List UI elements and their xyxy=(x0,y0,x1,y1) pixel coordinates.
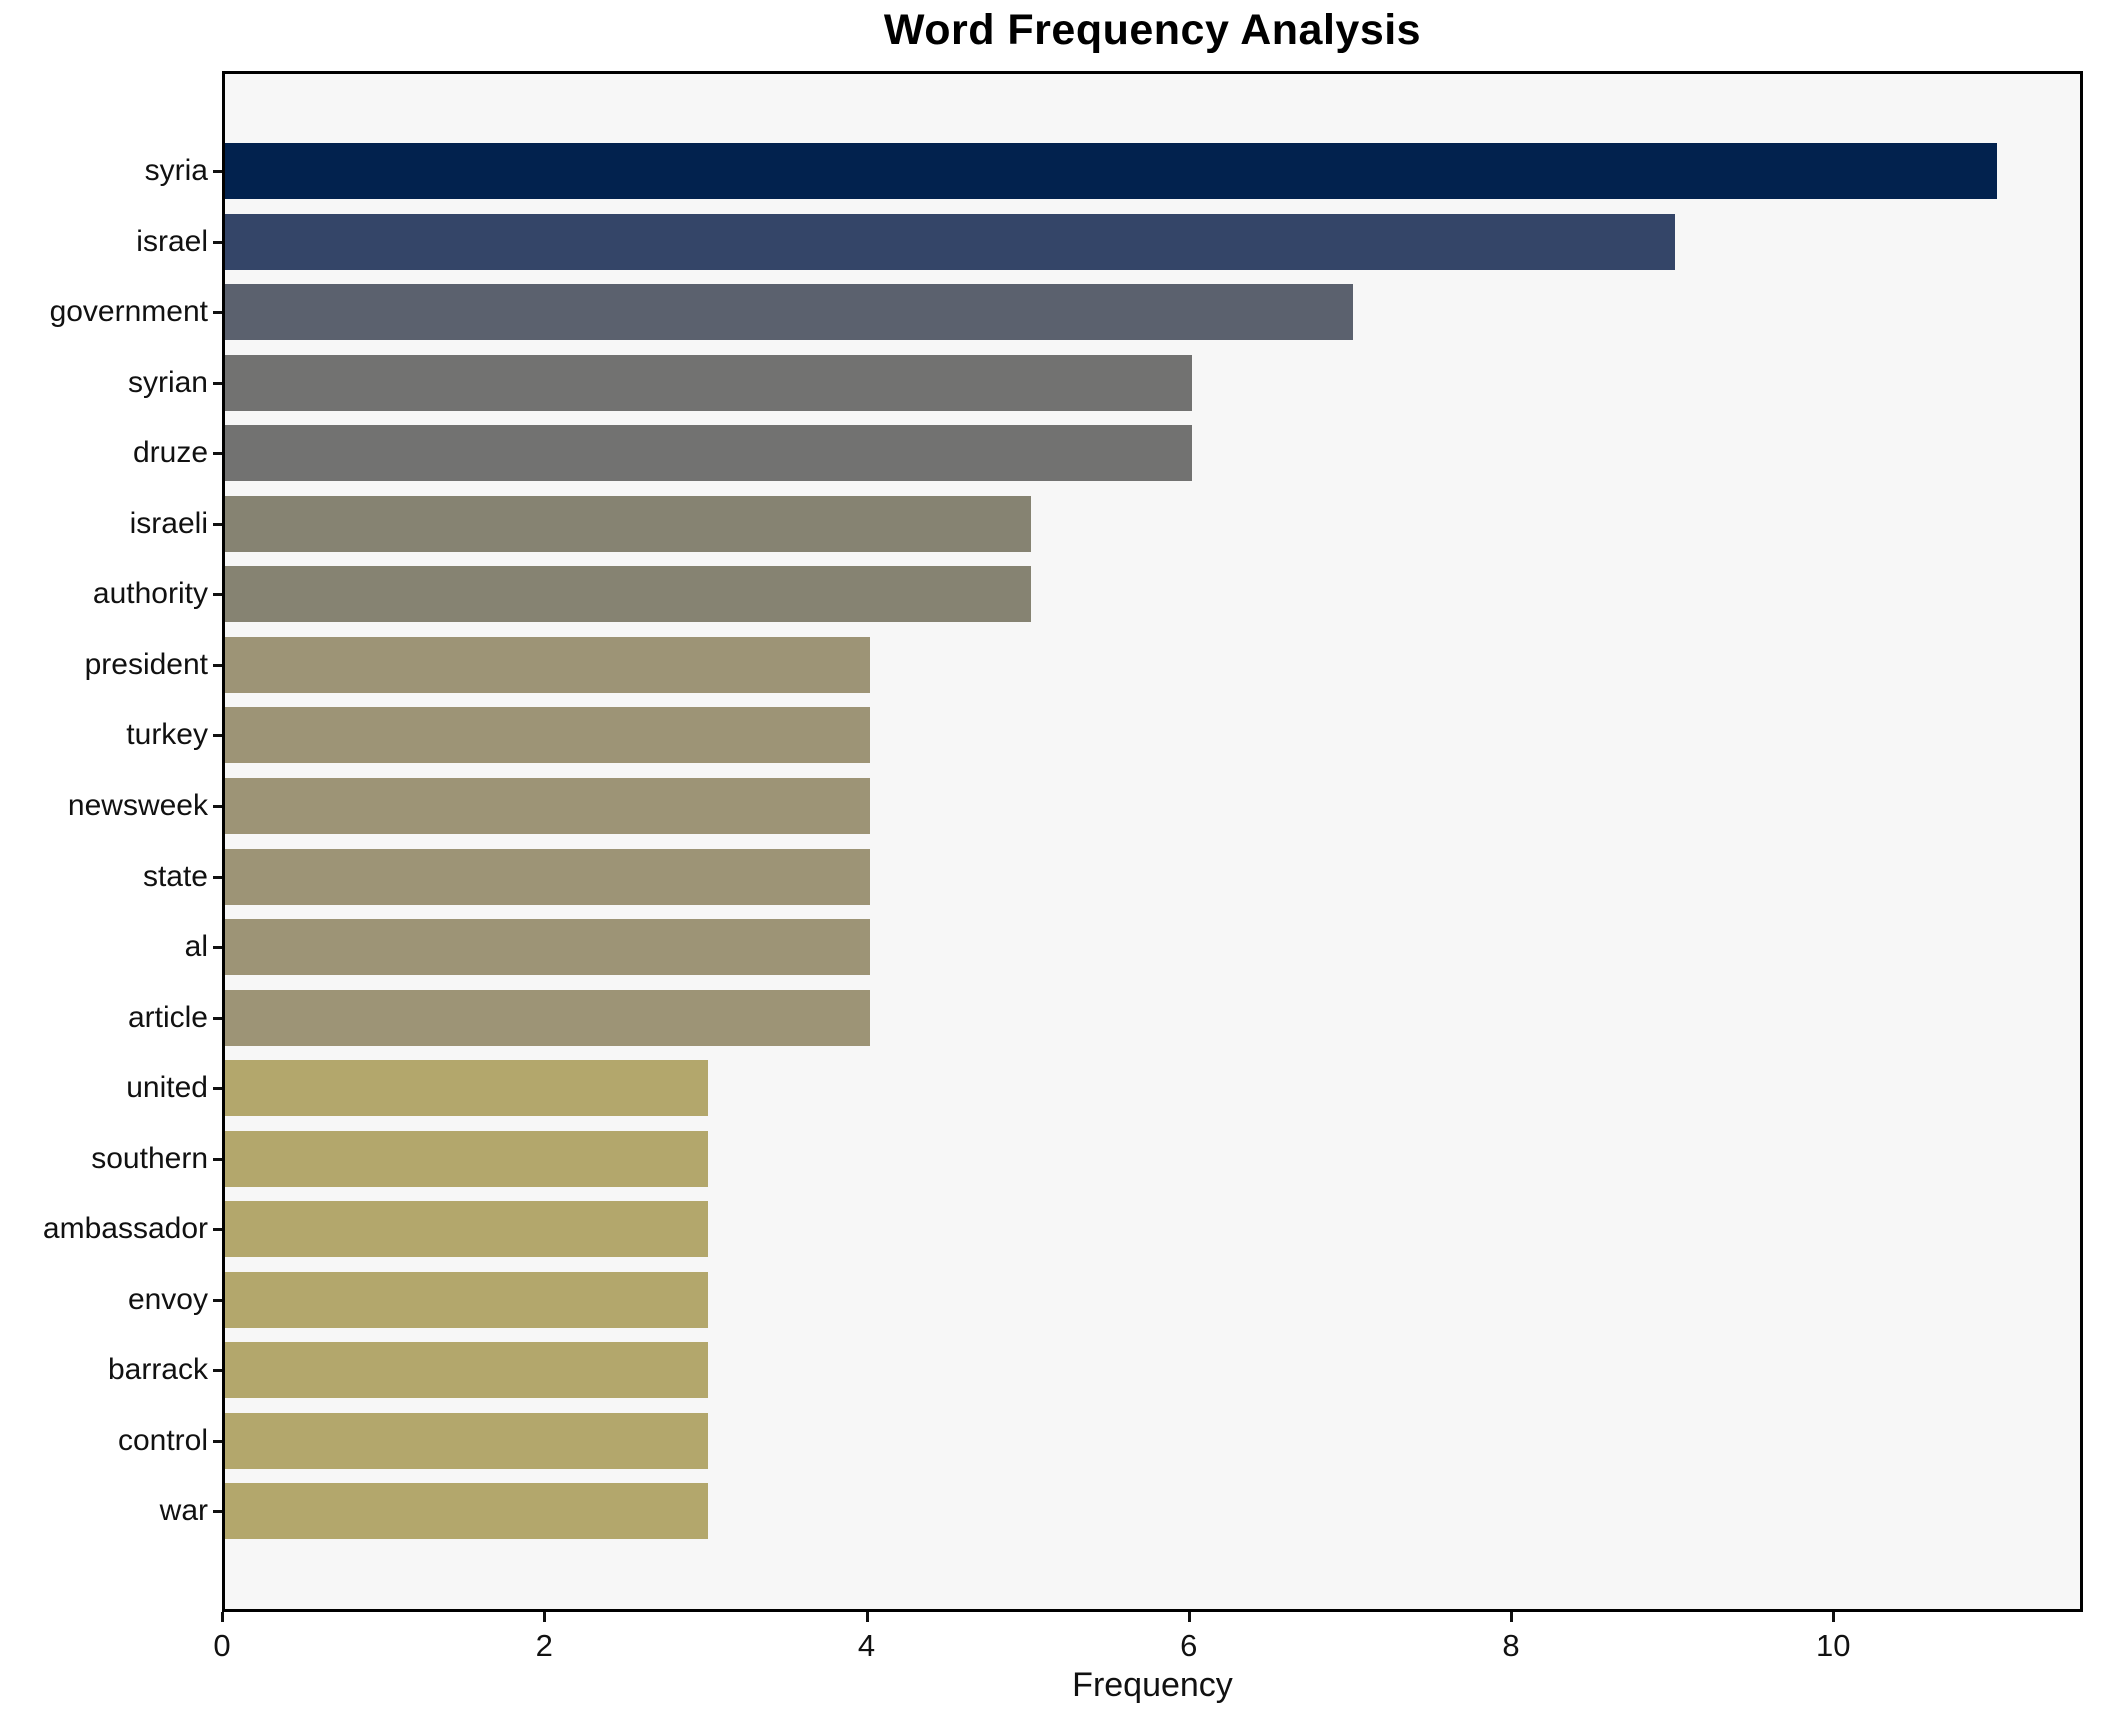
y-tick-mark xyxy=(213,452,222,456)
y-tick-label: turkey xyxy=(126,718,208,752)
bar-barrack xyxy=(225,1342,708,1399)
y-tick-label: newsweek xyxy=(67,788,208,822)
x-tick-mark xyxy=(1832,1612,1836,1622)
y-tick-label: control xyxy=(117,1423,208,1457)
x-tick-label: 6 xyxy=(1180,1628,1198,1663)
y-tick-mark xyxy=(213,170,222,173)
bar-southern xyxy=(225,1130,708,1187)
y-tick-label: ambassador xyxy=(42,1212,208,1246)
bar-israeli xyxy=(225,495,1031,552)
x-tick-label: 4 xyxy=(857,1628,876,1663)
y-tick-label: president xyxy=(84,647,208,681)
bar-authority xyxy=(225,566,1031,623)
bar-syrian xyxy=(225,354,1192,411)
x-tick-mark xyxy=(1510,1612,1513,1622)
y-tick-label: state xyxy=(142,859,208,893)
y-tick-mark xyxy=(213,1157,222,1161)
y-tick-label: united xyxy=(126,1071,208,1105)
y-tick-mark xyxy=(213,1439,222,1443)
x-tick-label: 10 xyxy=(1816,1628,1851,1663)
bar-envoy xyxy=(225,1271,708,1328)
y-tick-label: authority xyxy=(92,577,208,611)
chart-title: Word Frequency Analysis xyxy=(883,6,1422,54)
bar-united xyxy=(225,1060,708,1117)
x-tick-label: 2 xyxy=(535,1628,553,1663)
y-tick-label: barrack xyxy=(107,1353,208,1387)
y-tick-mark xyxy=(213,875,222,879)
y-tick-mark xyxy=(213,311,222,315)
x-tick-mark xyxy=(1187,1612,1191,1622)
y-tick-mark xyxy=(213,1298,222,1302)
y-tick-mark xyxy=(213,1369,222,1373)
x-tick-mark xyxy=(221,1612,224,1622)
bar-article xyxy=(225,989,870,1046)
bar-president xyxy=(225,636,870,693)
y-tick-label: war xyxy=(159,1494,208,1528)
bar-syria xyxy=(225,143,1997,199)
bar-ambassador xyxy=(225,1201,708,1258)
y-tick-label: southern xyxy=(91,1141,208,1175)
bar-government xyxy=(225,284,1353,341)
bar-turkey xyxy=(225,707,870,764)
bar-control xyxy=(225,1412,708,1469)
y-tick-label: al xyxy=(184,930,208,964)
y-tick-label: envoy xyxy=(127,1282,208,1316)
y-tick-label: article xyxy=(127,1000,208,1034)
y-tick-label: government xyxy=(49,295,208,329)
bar-al xyxy=(225,919,870,976)
y-tick-mark xyxy=(213,593,222,597)
y-tick-mark xyxy=(213,1228,222,1232)
plot-area xyxy=(222,71,2083,1612)
bar-state xyxy=(225,848,870,905)
y-tick-label: syrian xyxy=(127,365,208,399)
y-tick-mark xyxy=(213,946,222,950)
y-tick-mark xyxy=(213,804,222,808)
x-tick-mark xyxy=(865,1612,869,1622)
y-tick-mark xyxy=(213,522,222,526)
y-tick-label: israel xyxy=(136,224,208,258)
x-tick-label: 0 xyxy=(213,1628,231,1663)
y-tick-label: syria xyxy=(144,154,208,187)
x-axis-title: Frequency xyxy=(1072,1666,1233,1704)
y-tick-label: druze xyxy=(132,436,208,470)
y-tick-mark xyxy=(213,381,222,385)
x-tick-label: 8 xyxy=(1502,1628,1520,1663)
bar-druze xyxy=(225,425,1192,482)
y-tick-mark xyxy=(213,1016,222,1020)
y-tick-mark xyxy=(213,1087,222,1091)
y-tick-mark xyxy=(213,1510,222,1514)
bar-newsweek xyxy=(225,777,870,834)
y-tick-mark xyxy=(213,734,222,738)
bar-war xyxy=(225,1483,708,1540)
y-tick-label: israeli xyxy=(129,506,208,540)
bar-israel xyxy=(225,213,1675,270)
x-tick-mark xyxy=(543,1612,547,1622)
y-tick-mark xyxy=(213,240,222,244)
y-tick-mark xyxy=(213,663,222,667)
